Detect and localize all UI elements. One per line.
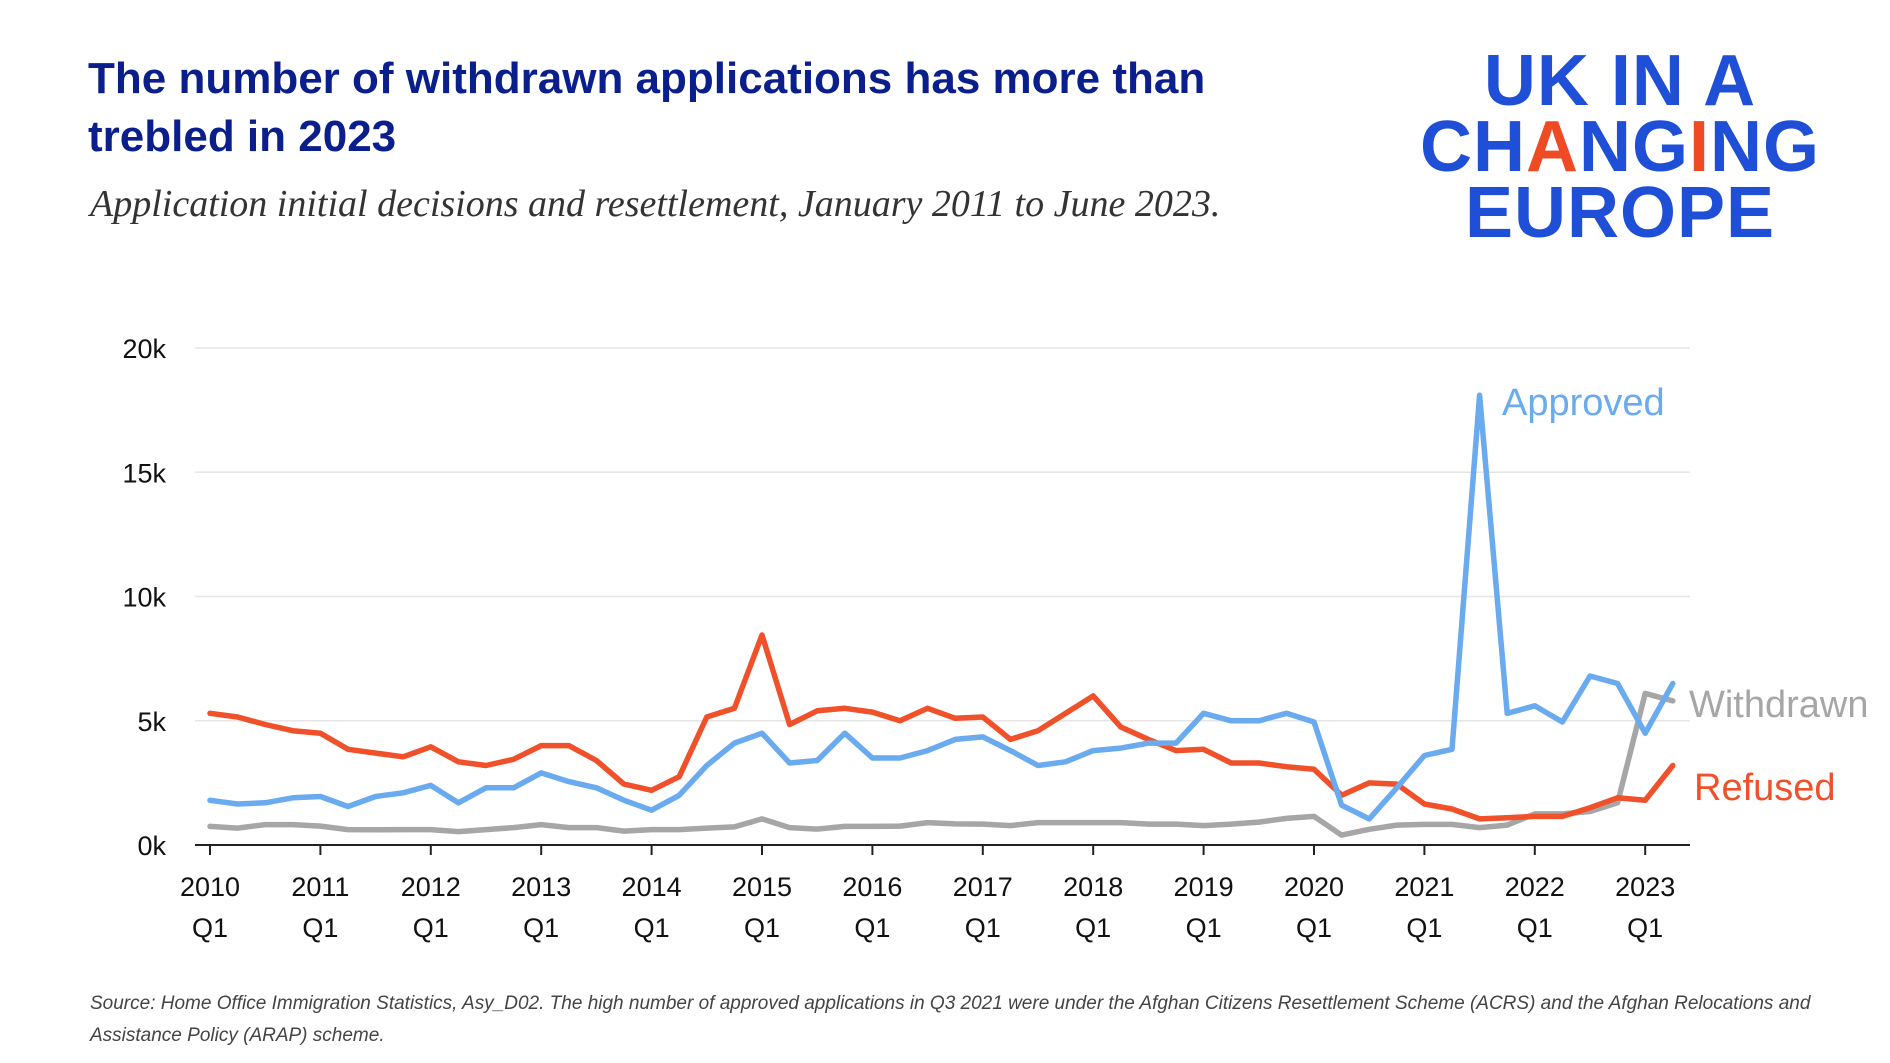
x-tick-label-year: 2014: [622, 872, 682, 902]
series-label-layer: Approved Refused Withdrawn: [1502, 382, 1869, 809]
x-tick-label-year: 2016: [842, 872, 902, 902]
series-line-refused: [207, 632, 1676, 822]
series-layer: [207, 392, 1676, 838]
x-tick-label-quarter: Q1: [413, 913, 449, 943]
logo-line-1: UK IN A: [1483, 41, 1757, 121]
x-tick-label-year: 2013: [511, 872, 571, 902]
x-tick-label-year: 2012: [401, 872, 461, 902]
x-tick-label-year: 2021: [1394, 872, 1454, 902]
x-tick-label-year: 2015: [732, 872, 792, 902]
source-note: Source: Home Office Immigration Statisti…: [90, 993, 1811, 1046]
x-tick-label-quarter: Q1: [1517, 913, 1553, 943]
x-tick-label-year: 2019: [1174, 872, 1234, 902]
y-tick-label: 5k: [137, 707, 166, 737]
logo-line-2: CHANGING: [1390, 111, 1850, 183]
logo-accent-2: I: [1688, 107, 1710, 187]
x-tick-label-year: 2020: [1284, 872, 1344, 902]
chart-title: The number of withdrawn applications has…: [88, 54, 1206, 161]
y-tick-label: 20k: [122, 334, 166, 364]
x-tick-label-quarter: Q1: [1296, 913, 1332, 943]
x-tick-label-quarter: Q1: [1075, 913, 1111, 943]
x-tick-label-quarter: Q1: [854, 913, 890, 943]
logo-line-2-part-3: NG: [1710, 107, 1820, 187]
x-tick-label-quarter: Q1: [1627, 913, 1663, 943]
series-line-withdrawn: [207, 690, 1676, 838]
x-tick-label-quarter: Q1: [192, 913, 228, 943]
series-label-approved: Approved: [1502, 382, 1665, 424]
x-tick-label-year: 2011: [291, 872, 349, 902]
x-tick-label-quarter: Q1: [744, 913, 780, 943]
logo-line-3: EUROPE: [1464, 173, 1776, 253]
x-tick-label-year: 2023: [1615, 872, 1675, 902]
x-tick-label-year: 2018: [1063, 872, 1123, 902]
axis-layer: 0k 5k 10k 15k 20k 2010 Q1 2011 Q1 2012 Q1 2013 Q1 201…: [122, 334, 1690, 943]
x-tick-label-quarter: Q1: [634, 913, 670, 943]
logo-line-2-part-1: CH: [1419, 107, 1526, 187]
series-line-approved: [207, 392, 1676, 822]
chart-subtitle: Application initial decisions and resett…: [90, 183, 1221, 225]
x-tick-label-year: 2017: [953, 872, 1013, 902]
logo-accent-1: A: [1525, 107, 1579, 187]
x-tick-label-year: 2010: [180, 872, 240, 902]
x-tick-label-quarter: Q1: [523, 913, 559, 943]
brand-logo: UK IN A CHANGING EUROPE: [1390, 41, 1850, 253]
y-tick-label: 0k: [137, 831, 166, 861]
x-tick-label-quarter: Q1: [1406, 913, 1442, 943]
y-tick-label: 15k: [122, 458, 166, 488]
x-tick-label-year: 2022: [1505, 872, 1565, 902]
x-tick-label-quarter: Q1: [965, 913, 1001, 943]
logo-line-2-part-2: NG: [1578, 107, 1689, 187]
series-label-refused: Refused: [1694, 767, 1836, 809]
series-label-withdrawn: Withdrawn: [1689, 684, 1869, 726]
x-tick-label-quarter: Q1: [1186, 913, 1222, 943]
y-tick-label: 10k: [122, 583, 166, 613]
x-tick-label-quarter: Q1: [302, 913, 338, 943]
